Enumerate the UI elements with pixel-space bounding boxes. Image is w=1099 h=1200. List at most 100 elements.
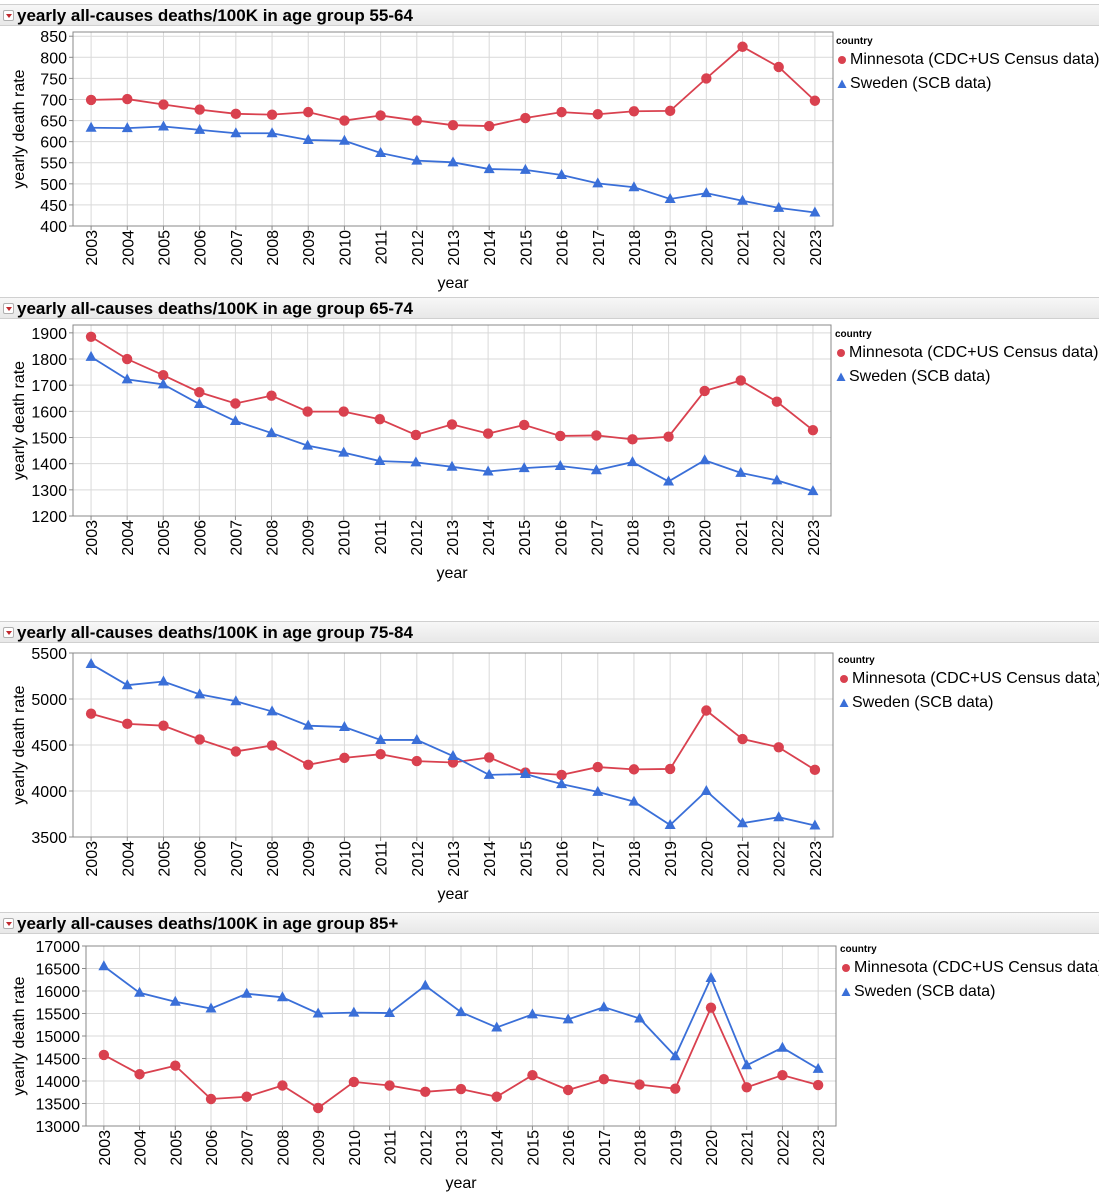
- x-tick-label: 2014: [482, 230, 499, 266]
- data-point-minnesota: [266, 740, 278, 751]
- data-point-sweden: [812, 1062, 824, 1073]
- data-point-sweden: [193, 398, 205, 409]
- disclosure-triangle-icon[interactable]: [3, 918, 14, 929]
- legend-label: Minnesota (CDC+US Census data): [850, 51, 1099, 68]
- data-point-sweden: [375, 147, 387, 158]
- data-point-minnesota: [664, 105, 676, 117]
- data-point-minnesota: [556, 106, 567, 118]
- data-point-sweden: [338, 134, 350, 145]
- data-point-minnesota: [562, 1084, 574, 1096]
- y-tick-label: 5000: [31, 692, 67, 709]
- x-tick-label: 2008: [265, 520, 282, 556]
- circle-marker-icon: [838, 56, 846, 64]
- data-point-minnesota: [420, 1086, 431, 1097]
- data-point-minnesota: [410, 429, 422, 441]
- data-point-sweden: [205, 1002, 217, 1013]
- y-tick-label: 600: [40, 135, 67, 152]
- data-point-minnesota: [556, 769, 567, 781]
- legend-label: Minnesota (CDC+US Census data): [852, 670, 1099, 687]
- x-tick-label: 2014: [490, 1130, 507, 1166]
- y-tick-label: 1200: [31, 509, 67, 526]
- data-point-minnesota: [98, 1049, 110, 1061]
- y-tick-label: 750: [40, 71, 67, 88]
- data-point-sweden: [410, 456, 422, 467]
- y-tick-label: 1300: [31, 483, 67, 500]
- panel-title: yearly all-causes deaths/100K in age gro…: [17, 623, 413, 642]
- y-axis-title: yearly death rate: [11, 69, 28, 188]
- x-tick-label: 2021: [736, 230, 753, 266]
- x-tick-label: 2003: [97, 1130, 114, 1166]
- y-tick-label: 650: [40, 114, 67, 131]
- data-point-sweden: [809, 819, 821, 830]
- data-point-minnesota: [701, 73, 712, 84]
- data-point-minnesota: [773, 742, 784, 753]
- disclosure-triangle-icon[interactable]: [3, 303, 14, 314]
- data-point-minnesota: [446, 419, 458, 430]
- data-point-minnesota: [158, 99, 169, 110]
- data-point-minnesota: [491, 1091, 502, 1102]
- x-tick-label: 2015: [518, 841, 535, 877]
- data-point-sweden: [229, 415, 241, 426]
- y-tick-label: 400: [40, 219, 67, 236]
- legend-title: country: [836, 36, 873, 47]
- data-point-sweden: [447, 750, 459, 761]
- data-point-sweden: [98, 960, 110, 971]
- data-point-sweden: [669, 1050, 681, 1061]
- data-point-minnesota: [455, 1083, 467, 1095]
- x-tick-label: 2016: [555, 230, 572, 266]
- data-point-minnesota: [85, 708, 97, 719]
- x-tick-label: 2012: [410, 841, 427, 877]
- data-point-minnesota: [628, 106, 640, 117]
- x-tick-label: 2023: [808, 230, 825, 266]
- x-tick-label: 2009: [301, 841, 318, 877]
- disclosure-triangle-icon[interactable]: [3, 627, 14, 638]
- x-tick-label: 2011: [373, 520, 390, 555]
- data-point-sweden: [598, 1001, 610, 1012]
- data-point-sweden: [634, 1012, 646, 1023]
- data-point-minnesota: [241, 1091, 252, 1102]
- x-tick-label: 2016: [561, 1130, 578, 1166]
- y-tick-label: 1400: [31, 457, 67, 474]
- x-tick-label: 2013: [445, 520, 462, 556]
- data-point-sweden: [121, 373, 133, 384]
- data-point-sweden: [338, 721, 350, 732]
- x-axis-title: year: [436, 565, 468, 582]
- triangle-marker-icon: [836, 372, 846, 381]
- legend-title: country: [840, 944, 877, 955]
- x-tick-label: 2009: [311, 1130, 328, 1166]
- data-point-sweden: [700, 785, 712, 795]
- data-point-minnesota: [230, 398, 241, 409]
- data-point-minnesota: [277, 1080, 288, 1091]
- data-point-sweden: [338, 446, 350, 457]
- disclosure-triangle-icon[interactable]: [3, 10, 14, 21]
- data-point-sweden: [302, 439, 314, 450]
- legend-label: Minnesota (CDC+US Census data): [849, 344, 1099, 361]
- x-tick-label: 2015: [525, 1130, 542, 1166]
- data-point-sweden: [276, 991, 288, 1002]
- data-point-sweden: [705, 971, 717, 982]
- data-point-sweden: [419, 979, 431, 990]
- data-point-minnesota: [384, 1080, 395, 1091]
- x-tick-label: 2003: [84, 520, 101, 556]
- data-point-sweden: [663, 475, 675, 486]
- data-point-minnesota: [194, 387, 205, 398]
- data-point-sweden: [700, 187, 712, 198]
- data-point-sweden: [699, 454, 711, 465]
- data-point-sweden: [773, 811, 785, 822]
- data-point-minnesota: [230, 108, 242, 120]
- y-tick-label: 500: [40, 177, 67, 194]
- x-tick-label: 2020: [699, 841, 716, 877]
- data-point-minnesota: [592, 761, 603, 773]
- data-point-minnesota: [670, 1083, 681, 1094]
- x-tick-label: 2004: [120, 841, 137, 877]
- data-point-sweden: [556, 168, 568, 179]
- x-tick-label: 2003: [84, 230, 101, 266]
- triangle-marker-icon: [841, 987, 851, 996]
- y-tick-label: 17000: [36, 939, 81, 956]
- x-tick-label: 2019: [663, 230, 680, 266]
- x-tick-label: 2010: [337, 841, 354, 877]
- data-point-sweden: [741, 1059, 753, 1070]
- data-point-minnesota: [411, 755, 423, 767]
- data-point-minnesota: [598, 1074, 610, 1085]
- data-point-sweden: [771, 474, 783, 485]
